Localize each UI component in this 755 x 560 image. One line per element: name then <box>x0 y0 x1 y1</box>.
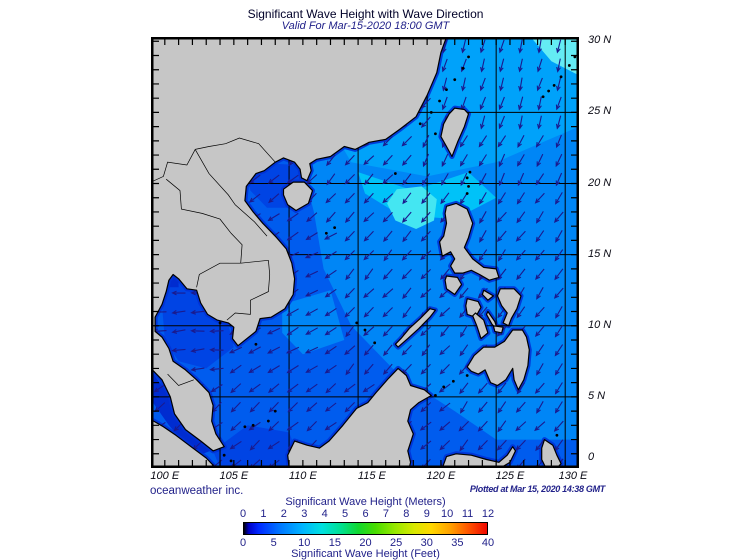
lat-axis-label: 15 N <box>588 247 612 260</box>
legend-feet-tick: 35 <box>451 537 464 549</box>
legend-feet-tick: 0 <box>239 537 247 549</box>
legend-feet-tick: 10 <box>298 537 311 549</box>
credit-text: oceanweather inc. <box>150 485 244 497</box>
legend-meters-tick: 0 <box>239 508 247 520</box>
lat-axis-label: 0 <box>588 451 595 463</box>
lon-axis-label: 100 E <box>150 470 180 482</box>
page-title: Significant Wave Height with Wave Direct… <box>247 7 484 21</box>
legend-feet-tick: 15 <box>328 537 341 549</box>
map-svg <box>151 37 579 468</box>
lat-axis-label: 25 N <box>588 105 612 118</box>
lat-axis-label: 10 N <box>588 318 612 331</box>
legend-meters-tick: 1 <box>260 508 267 520</box>
valid-time-subtitle: Valid For Mar-15-2020 18:00 GMT <box>281 20 450 32</box>
legend-meters-tick: 8 <box>403 508 410 520</box>
lon-axis-label: 105 E <box>219 470 249 482</box>
legend-feet-tick: 5 <box>270 537 277 549</box>
plotted-timestamp: Plotted at Mar 15, 2020 14:38 GMT <box>469 484 605 494</box>
legend-meters-tick: 3 <box>301 508 308 520</box>
legend-meters-tick: 10 <box>441 508 454 520</box>
legend-meters-tick: 11 <box>461 508 474 520</box>
lon-axis-label: 125 E <box>495 470 525 482</box>
lat-axis-label: 5 N <box>588 389 606 402</box>
map-area <box>151 37 579 468</box>
legend-meters-tick: 2 <box>280 508 287 520</box>
legend-meters-tick: 12 <box>481 508 495 520</box>
lon-axis-label: 110 E <box>288 470 317 482</box>
legend-feet-tick: 40 <box>481 537 495 549</box>
lat-axis-label: 30 N <box>588 34 612 47</box>
legend-meters-tick: 7 <box>382 508 389 520</box>
lon-axis-label: 130 E <box>558 470 588 482</box>
legend-feet-title: Significant Wave Height (Feet) <box>291 548 440 560</box>
legend-feet-tick: 25 <box>390 537 403 549</box>
lon-axis-label: 120 E <box>426 470 456 482</box>
legend-feet-tick: 30 <box>420 537 433 549</box>
lon-axis-label: 115 E <box>357 470 386 482</box>
legend-meters-tick: 6 <box>362 508 369 520</box>
legend-feet-tick: 20 <box>359 537 372 549</box>
legend-meters-tick: 5 <box>342 508 349 520</box>
legend-meters-title: Significant Wave Height (Meters) <box>285 496 446 508</box>
lat-axis-label: 20 N <box>588 176 612 189</box>
legend-color-bar <box>243 522 488 535</box>
legend-meters-tick: 9 <box>423 508 430 520</box>
legend-meters-tick: 4 <box>321 508 328 520</box>
